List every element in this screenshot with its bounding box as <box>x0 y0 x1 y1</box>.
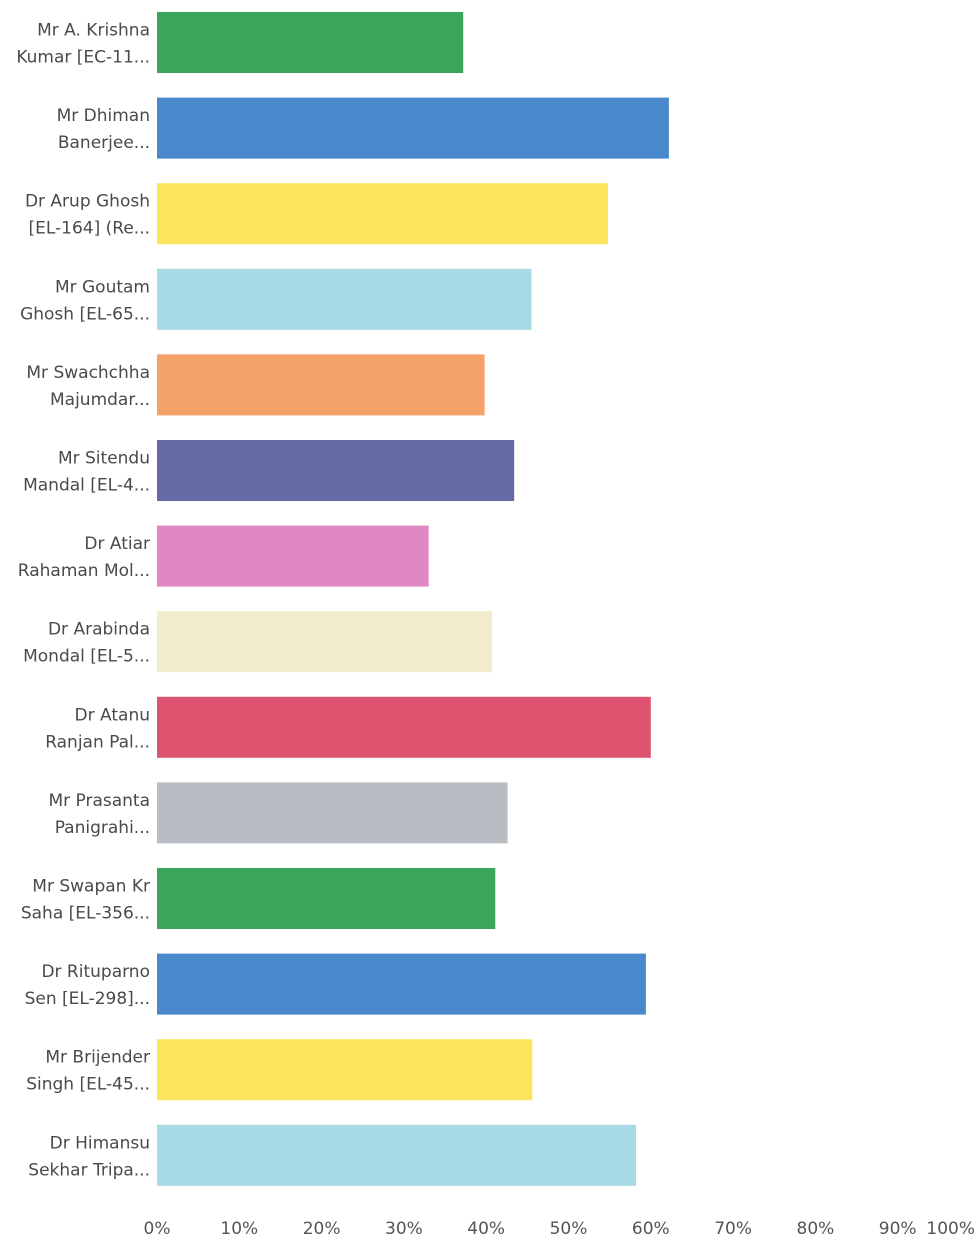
bar <box>157 782 508 844</box>
category-label-line: Dr Arup Ghosh <box>25 192 150 212</box>
bar <box>157 953 646 1015</box>
x-tick-label: 100% <box>926 1219 975 1239</box>
category-label: Mr Sitendu Mandal [EL-4... <box>23 449 150 496</box>
category-label: Dr Atiar Rahaman Mol... <box>18 534 150 581</box>
bar <box>157 525 429 587</box>
category-label-line: Mr Swachchha <box>26 363 150 383</box>
bar <box>157 268 532 330</box>
category-label-line: Dr Atanu <box>75 705 150 725</box>
category-label: Dr Arabinda Mondal [EL-5... <box>23 620 150 667</box>
category-label-line: Ghosh [EL-65... <box>20 304 150 324</box>
x-tick-label: 0% <box>144 1219 171 1239</box>
bar <box>157 440 515 501</box>
category-label: Dr Arup Ghosh [EL-164] (Re... <box>25 192 150 239</box>
category-label-line: Mr Dhiman <box>57 106 150 126</box>
x-tick-label: 10% <box>220 1219 258 1239</box>
category-label: Mr Prasanta Panigrahi... <box>48 791 150 838</box>
category-label-line: Mr Prasanta <box>48 791 150 811</box>
x-tick-label: 70% <box>714 1219 752 1239</box>
category-label-line: Banerjee... <box>58 133 150 153</box>
bars-group <box>157 12 669 1186</box>
category-label-line: Dr Atiar <box>84 534 150 554</box>
bar <box>157 868 496 929</box>
category-label-line: [EL-164] (Re... <box>28 219 150 239</box>
bar <box>157 354 485 416</box>
category-label-line: Mr Swapan Kr <box>32 877 150 897</box>
bar <box>157 12 464 73</box>
category-label-line: Dr Arabinda <box>48 620 150 640</box>
category-label-line: Mandal [EL-4... <box>23 476 150 496</box>
category-label-line: Mr Goutam <box>55 277 150 297</box>
category-label-line: Saha [EL-356... <box>21 904 150 924</box>
bar <box>157 1124 636 1186</box>
category-label-line: Singh [EL-45... <box>26 1075 150 1095</box>
category-label: Mr Dhiman Banerjee... <box>57 106 150 153</box>
x-tick-label: 50% <box>550 1219 588 1239</box>
bar <box>157 97 669 159</box>
bar <box>157 696 651 758</box>
category-label-line: Mr Brijender <box>45 1048 150 1068</box>
category-label: Mr Brijender Singh [EL-45... <box>26 1048 150 1095</box>
category-label-line: Panigrahi... <box>55 818 150 838</box>
category-label: Dr Rituparno Sen [EL-298]... <box>25 962 150 1009</box>
bar <box>157 183 608 245</box>
category-label: Mr Swachchha Majumdar... <box>26 363 150 410</box>
category-label-line: Mondal [EL-5... <box>23 647 150 667</box>
category-label: Mr Swapan Kr Saha [EL-356... <box>21 877 150 924</box>
category-label-line: Dr Himansu <box>50 1133 150 1153</box>
x-tick-label: 60% <box>632 1219 670 1239</box>
x-tick-label: 20% <box>303 1219 341 1239</box>
category-label-line: Mr Sitendu <box>58 449 150 469</box>
category-label-line: Majumdar... <box>50 390 150 410</box>
category-label: Mr Goutam Ghosh [EL-65... <box>20 277 150 324</box>
category-label-line: Dr Rituparno <box>41 962 150 982</box>
x-tick-label: 80% <box>797 1219 835 1239</box>
x-tick-label: 30% <box>385 1219 423 1239</box>
category-label-line: Mr A. Krishna <box>37 21 150 41</box>
category-label-line: Ranjan Pal... <box>45 732 150 752</box>
category-label: Dr Atanu Ranjan Pal... <box>45 705 150 752</box>
category-label-line: Sekhar Tripa... <box>28 1160 150 1180</box>
category-label: Dr Himansu Sekhar Tripa... <box>28 1133 150 1180</box>
category-label-line: Kumar [EC-11... <box>16 48 150 68</box>
x-axis-tick-labels-group: 0% 10% 20% 30% 40% 50% 60% 70% 80% 90% 100% <box>144 1219 975 1239</box>
bar <box>157 611 492 673</box>
x-tick-label: 40% <box>467 1219 505 1239</box>
category-label: Mr A. Krishna Kumar [EC-11... <box>16 21 150 68</box>
x-tick-label: 90% <box>879 1219 917 1239</box>
category-label-line: Sen [EL-298]... <box>25 989 150 1009</box>
bar <box>157 1039 533 1101</box>
category-labels-group: Mr A. Krishna Kumar [EC-11... Mr Dhiman Ban… <box>16 21 150 1181</box>
category-label-line: Rahaman Mol... <box>18 561 150 581</box>
